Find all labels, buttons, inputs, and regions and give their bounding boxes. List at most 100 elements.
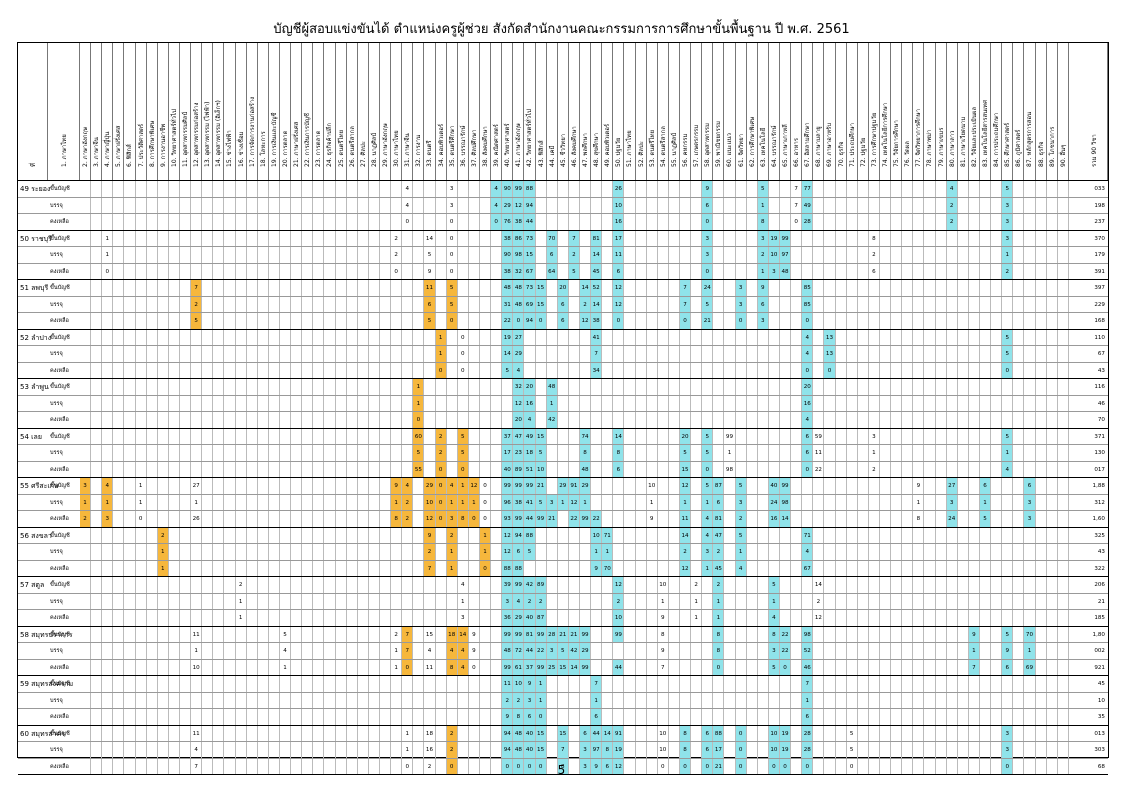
value-cell: 0 [702,758,714,774]
value-cell: 0 [457,461,469,477]
grid-cell [947,610,958,626]
value-cell: 81 [524,626,536,642]
value-cell: 96 [502,494,514,510]
grid-cell [913,412,925,428]
value-cell: 70 [602,560,614,576]
grid-cell [780,544,792,560]
grid-cell [547,445,558,461]
grid-cell [347,643,358,659]
value-cell: 4 [457,643,469,659]
grid-cell [258,527,269,543]
grid-cell [780,610,792,626]
grid-cell [291,709,303,725]
grid-cell [747,742,758,758]
grid-cell [969,544,980,560]
grid-cell [1013,593,1025,609]
value-cell: 5 [191,313,203,329]
grid-cell [836,379,847,395]
grid-cell [347,263,358,279]
header-subject-label: 7. ประวัติศาสตร์ [137,123,145,167]
grid-cell [291,181,303,197]
grid-cell [236,527,247,543]
grid-cell [124,610,136,626]
grid-cell [1024,346,1036,362]
grid-cell [269,346,280,362]
value-cell: 2 [446,742,458,758]
grid-cell [591,412,603,428]
grid-cell [591,478,603,494]
grid-cell [169,577,180,593]
grid-cell [880,610,892,626]
grid-cell [169,362,180,378]
grid-cell [1024,527,1036,543]
grid-cell [980,313,992,329]
grid-cell [491,445,503,461]
header-subject-label: 76. วัดผล [904,141,912,167]
grid-cell [347,445,358,461]
grid-cell [402,230,414,246]
header-subject-label: 6. ฟิสิกส์ [126,144,134,167]
grid-cell [324,643,336,659]
value-cell: 16 [424,742,436,758]
grid-cell [491,428,503,444]
grid-cell [791,742,803,758]
value-cell: 0 [802,313,814,329]
header-subject-label: 53. ดนตรีไทย [648,129,656,167]
grid-cell [213,659,225,675]
grid-cell [447,362,458,378]
grid-cell [858,527,869,543]
grid-cell [424,692,436,708]
grid-cell [847,214,858,230]
grid-cell [136,395,147,411]
value-cell: 11 [613,247,625,263]
value-cell: 1 [757,197,769,213]
grid-cell [258,296,269,312]
grid-cell [269,412,280,428]
grid-cell [836,395,847,411]
grid-cell [347,280,358,296]
grid-cell [480,709,492,725]
header-subject: 86. ภูมิศาสตร์ [1013,43,1025,180]
grid-cell [458,676,469,692]
grid-cell [713,379,725,395]
results-table: ที่ 1. ภาษาไทย 2. ภาษาอังกฤษ 3. ภาษาจีน 4. ภ… [17,42,1109,775]
grid-cell [258,428,269,444]
grid-cell [936,478,947,494]
grid-cell [902,626,914,642]
grid-cell [691,329,703,345]
grid-cell [980,725,992,741]
grid-cell [624,626,636,642]
grid-cell [758,494,769,510]
grid-cell [313,742,325,758]
table-row: 59 สมุทรสงคราม ขึ้นบัญชี 11 10 9 1 7 7 45 [18,676,1108,693]
grid-cell [724,544,736,560]
grid-cell [1036,527,1047,543]
grid-cell [1013,263,1025,279]
grid-cell [247,280,258,296]
grid-cell [702,643,714,659]
grid-cell [724,379,736,395]
grid-cell [269,527,280,543]
grid-cell [680,379,692,395]
grid-cell [280,445,292,461]
grid-cell [658,445,669,461]
grid-cell [613,329,625,345]
grid-cell [813,527,825,543]
grid-cell [680,593,692,609]
grid-cell [658,214,669,230]
grid-cell [880,329,892,345]
grid-cell [580,527,592,543]
grid-cell [369,742,380,758]
grid-cell [291,214,303,230]
grid-cell [313,725,325,741]
grid-cell [447,428,458,444]
grid-cell [369,362,380,378]
grid-cell [613,346,625,362]
row-total: 303 [1094,747,1105,753]
value-cell: 48 [780,263,792,279]
grid-cell [480,412,492,428]
grid-cell [947,296,958,312]
value-cell: 3 [524,692,536,708]
grid-cell [647,214,658,230]
value-cell: 44 [591,725,603,741]
